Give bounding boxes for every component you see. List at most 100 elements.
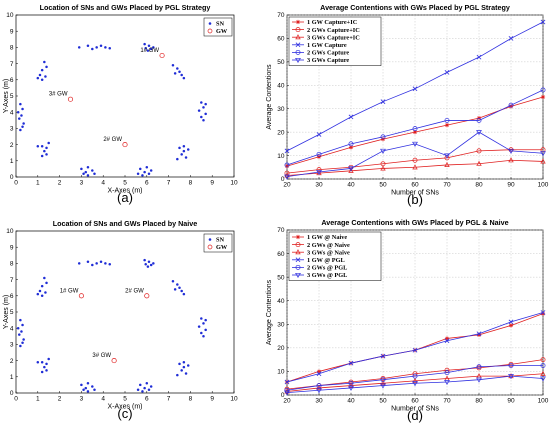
series-point [508,36,514,41]
sn-point [182,76,186,80]
sn-point [47,357,50,361]
series-point [316,383,322,389]
y-axis-label: Average Contentions [266,64,273,130]
sn-point [40,154,44,158]
series-point [476,332,482,337]
sn-point [91,385,94,388]
sn-point [91,263,94,267]
legend-box [288,231,382,281]
sn-point [202,335,205,338]
series-point [380,353,386,359]
sn-point [141,174,144,177]
series-point [444,153,450,159]
y-tick-label: 10 [6,12,14,19]
x-tick-label: 60 [411,398,419,405]
series-line [286,373,544,392]
sn-point [200,115,203,119]
y-tick-label: 8 [10,45,14,52]
legend-marker [295,19,301,25]
y-axis-label: Average Contentions [266,279,273,345]
gw-label: 1# GW [140,48,159,54]
sn-point [95,46,98,49]
x-tick-label: 10 [230,180,238,187]
series-point [316,371,322,377]
sn-point [176,157,179,161]
sn-point [171,279,175,283]
x-tick-label: 5 [123,396,127,403]
x-tick-label: 9 [210,180,214,187]
sn-point [136,388,140,392]
x-axis-label: Number of SNs [391,190,439,197]
sn-point [149,385,153,388]
sn-point [147,388,151,392]
x-tick-label: 7 [167,180,171,187]
y-tick-label: 20 [277,345,285,352]
series-point [316,132,322,137]
legend-gw-label: GW [216,28,228,35]
legend-label: 2 GWs @ Naive [307,242,350,249]
series-point [476,331,482,337]
sn-point [86,390,90,393]
sn-point [197,325,201,328]
sn-point [22,338,25,341]
series-point [412,373,418,379]
series-point [540,363,546,368]
legend-label: 2 GWs @ PGL [307,265,347,272]
x-tick-label: 30 [315,182,323,189]
sn-point [108,46,111,50]
x-tick-label: 40 [347,398,355,405]
sn-point [82,172,85,176]
y-tick-label: 70 [277,227,285,234]
series-point [444,161,450,167]
series-point [348,114,354,120]
sn-point [21,125,24,129]
sn-point [20,114,23,117]
x-tick-label: 6 [145,396,149,403]
legend-marker [295,27,301,33]
y-tick-label: 5 [10,93,14,100]
x-tick-label: 80 [475,398,483,405]
plot-area [15,230,235,394]
legend-label: 3 GWs @ Naive [307,249,350,256]
x-tick-label: 3 [80,180,84,187]
panel-b: 20 30 40 50 60 70 80 90 100 0 10 20 30 40 50 60 70 Averag… [266,3,549,207]
series-point [508,102,514,108]
series-point [540,158,546,164]
sn-point [45,369,48,372]
panel-c: 0 1 2 3 4 5 6 7 8 9 10 0 1 2 3 4 5 6 7 8 9 10 Location of SNs … [3,219,238,421]
y-tick-label: 1 [10,374,14,381]
sn-point [45,362,48,366]
sn-point [200,331,203,335]
sn-point [93,388,96,392]
x-tick-label: 20 [283,182,291,189]
sn-point [45,146,48,150]
legend-marker [295,264,301,270]
sn-point [16,110,20,114]
chart-title: Location of SNs and GWs Placed by PGL St… [40,3,211,12]
series-point [476,54,482,60]
legend-label: 3 GWs @ PGL [307,272,347,279]
series-line [286,89,544,166]
sn-point [176,373,179,377]
y-tick-label: 2 [10,358,14,365]
x-tick-label: 90 [507,182,515,189]
x-tick-label: 50 [379,398,387,405]
sn-point [139,167,142,171]
series-point [316,169,322,175]
y-tick-label: 70 [277,12,285,19]
legend-marker [295,234,301,240]
series-point [540,370,546,376]
sn-point [182,365,186,369]
plot-area [15,14,235,178]
x-tick-label: 10 [230,396,238,403]
x-tick-label: 70 [443,398,451,405]
sn-point [180,289,183,293]
sn-point [19,318,22,322]
legend-gw-marker [207,244,213,250]
panel-label: (d) [407,408,423,423]
sn-point [147,172,151,176]
y-tick-label: 50 [277,59,285,66]
series-point [540,311,546,316]
panel-label: (c) [117,406,132,421]
